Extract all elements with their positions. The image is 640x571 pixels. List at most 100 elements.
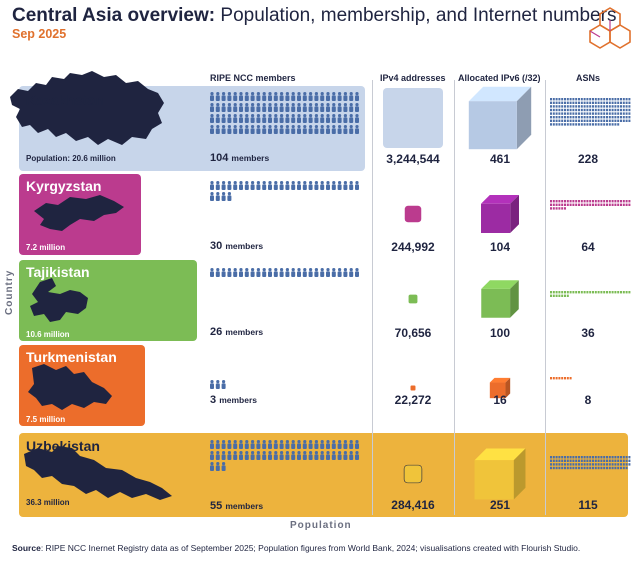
- member-person-icon: [239, 268, 243, 277]
- member-person-icon: [337, 181, 342, 190]
- member-person-icon: [302, 114, 307, 123]
- member-person-icon: [227, 181, 232, 190]
- column-separator: [372, 80, 373, 515]
- page-title: Central Asia overview: Population, membe…: [12, 5, 616, 27]
- member-person-icon: [239, 103, 243, 112]
- population-value: 10.6 million: [26, 330, 70, 339]
- member-person-icon: [233, 451, 238, 460]
- member-person-icon: [326, 114, 330, 123]
- member-person-icon: [320, 114, 325, 123]
- member-person-icon: [279, 268, 284, 277]
- member-person-icon: [314, 440, 319, 449]
- member-person-icon: [239, 181, 243, 190]
- member-person-icon: [221, 440, 226, 449]
- member-person-icon: [256, 125, 261, 134]
- ipv6-cube: [481, 280, 519, 318]
- member-person-icon: [343, 92, 348, 101]
- member-person-icon: [273, 181, 278, 190]
- member-person-icon: [326, 268, 330, 277]
- member-person-icon: [314, 92, 319, 101]
- ipv4-square: [408, 294, 418, 304]
- member-person-icon: [308, 451, 313, 460]
- members-count: 30: [210, 240, 223, 252]
- member-person-icon: [273, 92, 278, 101]
- x-axis-label: Population: [290, 520, 352, 531]
- member-person-icon: [297, 181, 301, 190]
- member-person-icon: [221, 380, 226, 389]
- member-person-icon: [302, 181, 307, 190]
- member-person-icon: [262, 268, 267, 277]
- member-person-icon: [297, 114, 301, 123]
- member-person-icon: [349, 181, 354, 190]
- member-person-icon: [210, 125, 214, 134]
- member-person-icon: [233, 125, 238, 134]
- member-person-icon: [320, 440, 325, 449]
- ipv6-value: 251: [489, 498, 511, 512]
- member-person-icon: [326, 181, 330, 190]
- member-person-icon: [314, 451, 319, 460]
- member-person-icon: [355, 114, 359, 123]
- member-person-icon: [343, 440, 348, 449]
- member-person-icon: [285, 181, 290, 190]
- member-person-icon: [302, 268, 307, 277]
- asn-value: 115: [578, 498, 598, 512]
- population-value: 7.2 million: [26, 243, 66, 252]
- member-person-icon: [279, 125, 284, 134]
- member-person-icon: [210, 380, 214, 389]
- members-pictogram-uzbekistan: [210, 440, 359, 471]
- members-suffix: members: [219, 395, 257, 405]
- member-person-icon: [349, 125, 354, 134]
- member-person-icon: [221, 181, 226, 190]
- member-person-icon: [244, 451, 249, 460]
- member-person-icon: [233, 114, 238, 123]
- member-person-icon: [355, 181, 359, 190]
- member-person-icon: [215, 103, 220, 112]
- member-person-icon: [250, 92, 255, 101]
- ipv4-value: 244,992: [391, 240, 435, 254]
- members-pictogram-kyrgyzstan: [210, 181, 359, 201]
- member-person-icon: [210, 268, 214, 277]
- member-person-icon: [244, 114, 249, 123]
- member-person-icon: [215, 125, 220, 134]
- turkmenistan-map-icon: [28, 364, 112, 410]
- ipv6-cubes: [468, 86, 532, 500]
- column-separator: [454, 80, 455, 515]
- member-person-icon: [215, 92, 220, 101]
- member-person-icon: [221, 268, 226, 277]
- member-person-icon: [320, 181, 325, 190]
- member-person-icon: [320, 268, 325, 277]
- kazakhstan-map-icon: [10, 71, 164, 145]
- member-person-icon: [291, 114, 296, 123]
- member-person-icon: [239, 92, 243, 101]
- asn-dot-grid: [550, 98, 631, 126]
- member-person-icon: [210, 462, 214, 471]
- country-name: Kyrgyzstan: [26, 178, 102, 194]
- tajikistan-map-icon: [30, 278, 88, 322]
- title-bold: Central Asia overview:: [12, 5, 216, 26]
- member-person-icon: [302, 125, 307, 134]
- source-note: Source: RIPE NCC Inernet Registry data a…: [12, 543, 622, 554]
- member-person-icon: [244, 268, 249, 277]
- member-person-icon: [291, 125, 296, 134]
- ipv6-cube: [474, 448, 526, 500]
- members-label: 3 members: [210, 394, 257, 406]
- member-person-icon: [355, 268, 359, 277]
- member-person-icon: [273, 268, 278, 277]
- member-person-icon: [343, 268, 348, 277]
- member-person-icon: [268, 103, 272, 112]
- kyrgyzstan-map-icon: [34, 195, 124, 231]
- member-person-icon: [227, 125, 232, 134]
- member-person-icon: [314, 181, 319, 190]
- member-person-icon: [343, 125, 348, 134]
- member-person-icon: [221, 92, 226, 101]
- member-person-icon: [256, 103, 261, 112]
- members-count: 3: [210, 394, 217, 406]
- ipv4-square: [410, 385, 416, 391]
- member-person-icon: [268, 440, 272, 449]
- member-person-icon: [355, 92, 359, 101]
- member-person-icon: [215, 380, 220, 389]
- member-person-icon: [262, 125, 267, 134]
- member-person-icon: [308, 125, 313, 134]
- member-person-icon: [314, 103, 319, 112]
- member-person-icon: [262, 451, 267, 460]
